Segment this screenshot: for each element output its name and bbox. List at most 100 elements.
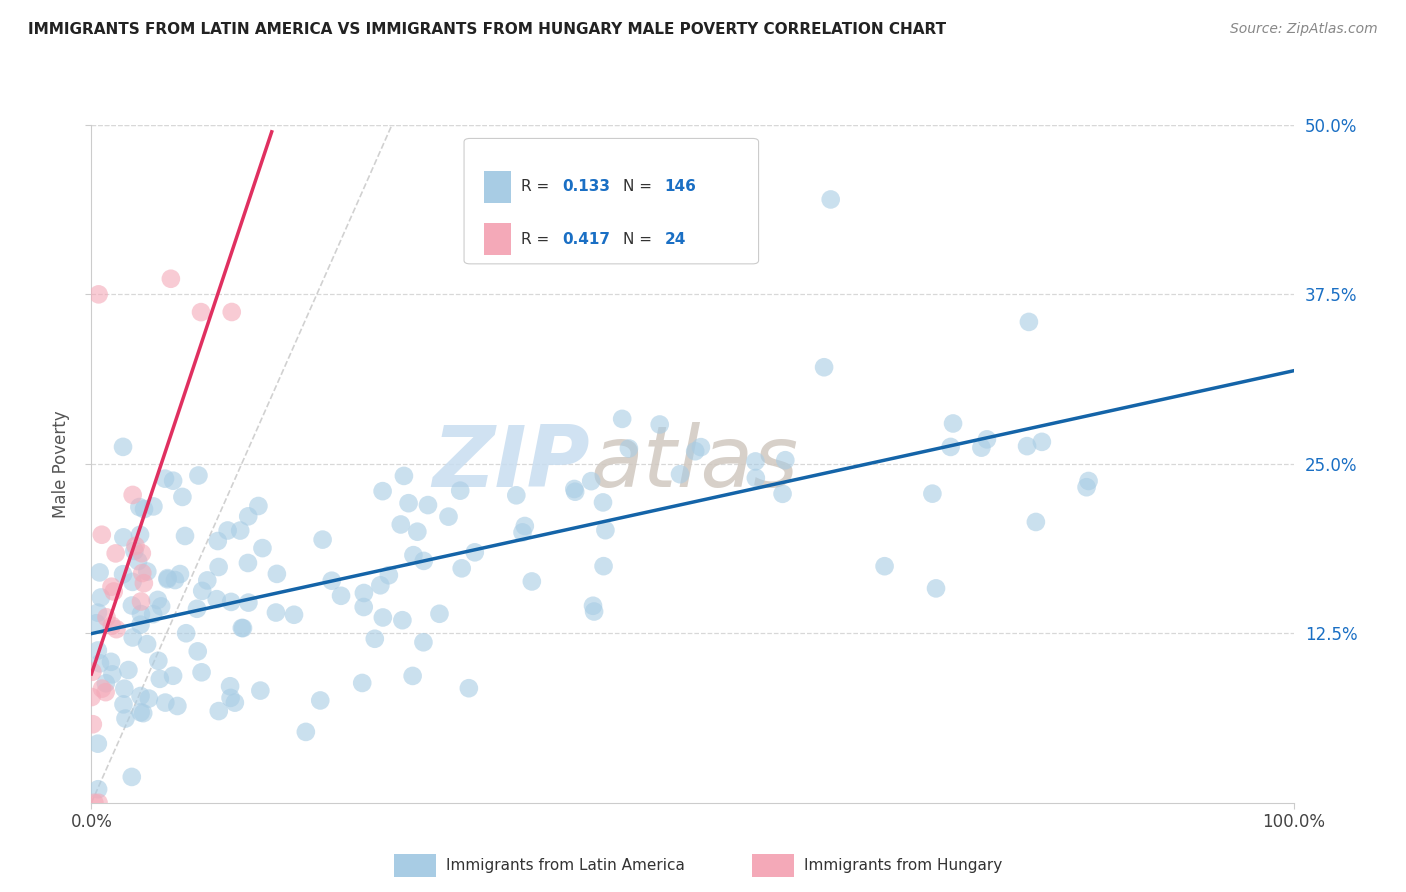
Point	[219, 690, 242, 705]
Point	[224, 696, 246, 710]
Point	[82, 665, 104, 679]
Point	[437, 509, 460, 524]
Point	[247, 499, 270, 513]
Point	[163, 573, 186, 587]
Point	[136, 565, 159, 579]
Point	[138, 691, 160, 706]
Point	[131, 566, 153, 580]
Text: IMMIGRANTS FROM LATIN AMERICA VS IMMIGRANTS FROM HUNGARY MALE POVERTY CORRELATIO: IMMIGRANTS FROM LATIN AMERICA VS IMMIGRA…	[28, 22, 946, 37]
Point	[775, 453, 797, 467]
Point	[96, 610, 118, 624]
Point	[114, 712, 136, 726]
Point	[562, 482, 585, 496]
Point	[820, 193, 842, 207]
Point	[520, 574, 543, 589]
Point	[128, 500, 150, 514]
Point	[378, 568, 401, 582]
Point	[406, 524, 429, 539]
Point	[219, 595, 242, 609]
Point	[612, 412, 634, 426]
Point	[401, 669, 423, 683]
Point	[238, 596, 260, 610]
Point	[353, 586, 375, 600]
Point	[745, 471, 768, 485]
Point	[416, 498, 439, 512]
Point	[142, 500, 165, 514]
Point	[207, 534, 229, 549]
Point	[925, 582, 948, 596]
Point	[89, 657, 111, 671]
Point	[156, 572, 179, 586]
Point	[229, 524, 252, 538]
Point	[100, 580, 122, 594]
Point	[112, 530, 135, 544]
Point	[190, 305, 212, 319]
Point	[87, 287, 110, 301]
Point	[311, 533, 333, 547]
Point	[1076, 480, 1098, 494]
Text: 0.417: 0.417	[562, 232, 610, 246]
Point	[112, 567, 135, 582]
Text: ZIP: ZIP	[433, 422, 591, 506]
Point	[187, 468, 209, 483]
Point	[111, 440, 134, 454]
Point	[87, 643, 110, 657]
Point	[464, 545, 486, 559]
Point	[217, 524, 239, 538]
Text: Source: ZipAtlas.com: Source: ZipAtlas.com	[1230, 22, 1378, 37]
Point	[150, 599, 173, 614]
Point	[136, 637, 159, 651]
Point	[104, 546, 127, 560]
Point	[101, 618, 124, 632]
Point	[112, 698, 135, 712]
Point	[90, 591, 112, 605]
Point	[976, 433, 998, 447]
Point	[512, 525, 534, 540]
Point	[83, 796, 105, 810]
Point	[89, 566, 111, 580]
Point	[1031, 434, 1053, 449]
Text: atlas: atlas	[591, 422, 799, 506]
Point	[236, 556, 259, 570]
Point	[94, 676, 117, 690]
Point	[392, 469, 415, 483]
Point	[330, 589, 353, 603]
Point	[939, 440, 962, 454]
Point	[942, 417, 965, 431]
Point	[129, 617, 152, 632]
Point	[295, 725, 318, 739]
Point	[174, 529, 197, 543]
Point	[146, 593, 169, 607]
Point	[457, 681, 479, 696]
Point	[370, 578, 392, 592]
Text: N =: N =	[623, 179, 657, 194]
Point	[129, 689, 152, 703]
Point	[579, 474, 602, 488]
Point	[221, 305, 243, 319]
Point	[94, 685, 117, 699]
FancyBboxPatch shape	[464, 138, 759, 264]
Point	[389, 517, 412, 532]
Point	[103, 584, 125, 599]
Text: 0.133: 0.133	[562, 179, 610, 194]
Point	[321, 574, 343, 588]
Point	[398, 496, 420, 510]
Point	[309, 693, 332, 707]
Point	[90, 527, 112, 541]
Point	[450, 561, 472, 575]
Point	[921, 486, 943, 500]
Point	[238, 509, 260, 524]
Point	[352, 676, 374, 690]
Point	[207, 560, 229, 574]
Point	[121, 574, 143, 589]
Point	[160, 272, 183, 286]
Text: N =: N =	[623, 232, 657, 246]
Point	[121, 488, 143, 502]
Point	[127, 554, 149, 568]
Point	[412, 554, 434, 568]
Point	[82, 717, 104, 731]
Point	[129, 528, 152, 542]
Point	[813, 360, 835, 375]
FancyBboxPatch shape	[485, 223, 510, 255]
Point	[689, 440, 711, 454]
